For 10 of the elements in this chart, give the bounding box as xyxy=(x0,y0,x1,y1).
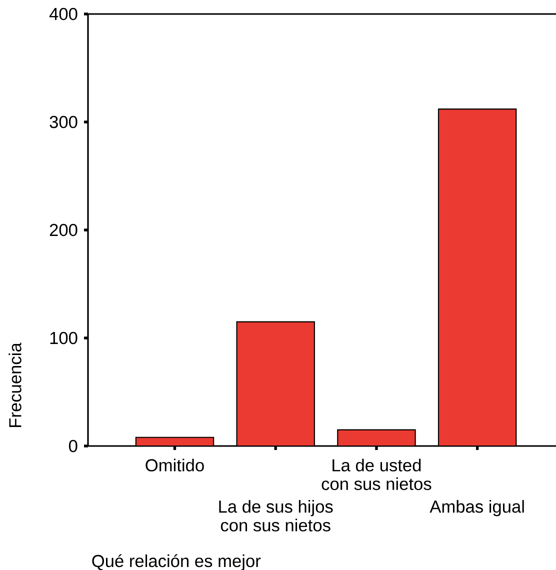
y-tick-label: 100 xyxy=(50,332,78,344)
x-tick-label: La de sus hijos con sus nietos xyxy=(219,500,333,532)
y-tick-label: 200 xyxy=(50,224,78,236)
x-tick-label: La de usted con sus nietos xyxy=(322,458,432,490)
y-tick-label: 300 xyxy=(50,116,78,128)
x-tick-label: Ambas igual xyxy=(430,500,524,516)
y-tick-label: 400 xyxy=(49,8,78,20)
y-axis-title: Frecuencia xyxy=(8,342,22,427)
x-tick-label: Omitido xyxy=(146,458,204,472)
y-tick-label: 0 xyxy=(68,440,78,452)
